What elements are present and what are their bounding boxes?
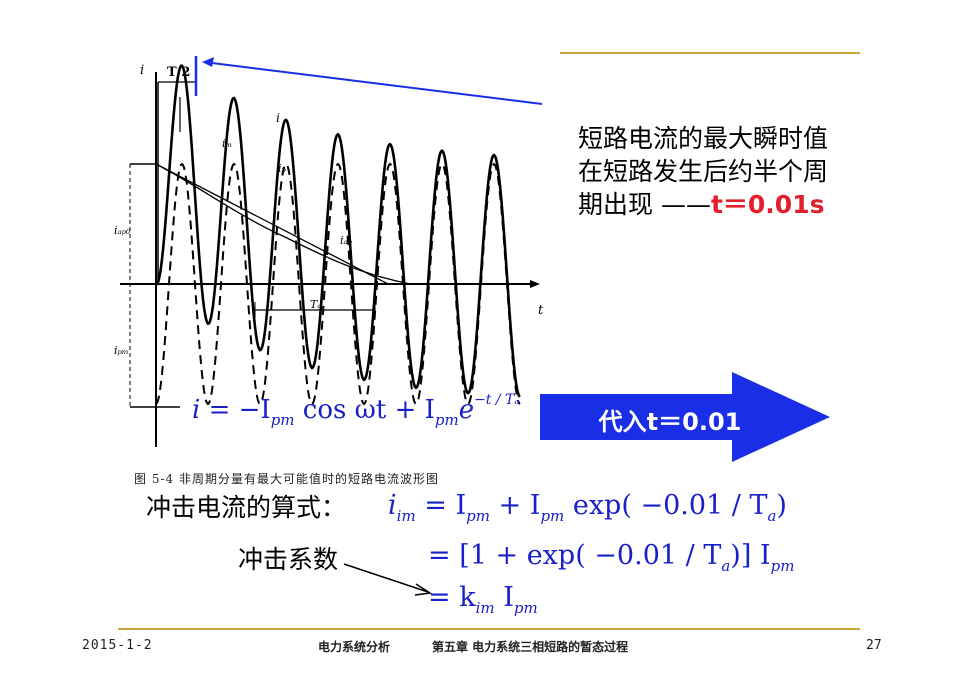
f3-s1: im — [475, 599, 495, 617]
impact-current-label: 冲击电流的算式： — [146, 493, 347, 522]
f1-s3: a — [767, 507, 777, 525]
pointer-line — [203, 61, 543, 105]
f2-s2: pm — [770, 557, 795, 575]
top-divider — [560, 52, 860, 54]
f1-t3: exp( −0.01 / T — [564, 490, 768, 521]
im-label: iₘ — [222, 137, 232, 150]
f1-s1: pm — [466, 507, 490, 525]
coefficient-formula: = [1 + exp( −0.01 / Ta)] Ipm — [428, 540, 794, 575]
description-line-1: 短路电流的最大瞬时值 — [578, 124, 829, 153]
y-axis-label: i — [140, 63, 144, 78]
impact-current-formula: iim = Ipm + Ipm exp( −0.01 / Ta) — [388, 490, 787, 525]
expr-exponent: −t / Tₐ — [474, 392, 520, 408]
f3-t2: I — [494, 582, 514, 613]
time-highlight: t＝0.01s — [710, 190, 825, 219]
impact-coefficient-label: 冲击系数 — [238, 545, 339, 574]
description-line-3-prefix: 期出现 —— — [578, 190, 711, 219]
ta-label: Tₐ — [310, 298, 321, 311]
ipm-label: iₚₘ — [114, 344, 129, 357]
f1-lhs-sub: im — [396, 507, 416, 525]
short-circuit-waveform-figure: i T/2 i iₘ iₚ iₐₚ Tₐ t iₐₚ₀ iₚₘ — [114, 56, 544, 447]
f1-lhs: i — [388, 490, 397, 521]
half-period-label: T/2 — [167, 65, 190, 80]
f2-s1: a — [721, 557, 731, 575]
footer-page-number: 27 — [866, 638, 882, 653]
f3-s2: pm — [513, 599, 538, 617]
footer-chapter: 第五章 电力系统三相短路的暂态过程 — [432, 640, 629, 654]
description-line-2: 在短路发生后约半个周 — [578, 157, 829, 186]
footer-course: 电力系统分析 — [318, 640, 391, 654]
current-expression: i = −Ipm cos ωt + Ipme−t / Tₐ — [192, 392, 520, 429]
description-text: 短路电流的最大瞬时值 在短路发生后约半个周 期出现 ——t＝0.01s — [578, 122, 828, 221]
f1-t4: ) — [776, 490, 787, 521]
iap-label: iₐₚ — [340, 234, 353, 247]
total-current-curve — [155, 64, 521, 398]
x-axis-arrow — [530, 280, 540, 288]
substitute-arrow-label: 代入t＝0.01 — [598, 408, 742, 436]
figure-caption: 图 5-4 非周期分量有最大可能值时的短路电流波形图 — [134, 472, 439, 486]
description-line-3: 期出现 ——t＝0.01s — [578, 188, 828, 221]
bottom-divider — [118, 628, 860, 630]
i-curve-label: i — [276, 111, 280, 125]
f1-s2: pm — [540, 507, 565, 525]
substitute-arrow — [540, 372, 830, 462]
expr-cos: cos ωt + I — [294, 395, 435, 425]
f2-t1: = [1 + exp( −0.01 / T — [428, 540, 722, 571]
f3-t1: = k — [428, 582, 476, 613]
expr-body: = −I — [200, 395, 271, 425]
expr-sub1: pm — [270, 411, 295, 429]
kim-formula: = kim Ipm — [428, 582, 538, 617]
current-symbol: i — [192, 395, 201, 425]
footer-date: 2015-1-2 — [82, 638, 153, 653]
ip-label: iₚ — [278, 162, 287, 175]
f2-t2: )] I — [730, 540, 771, 571]
expr-e: e — [458, 395, 475, 425]
f1-t1: = I — [415, 490, 467, 521]
pointer-arrowhead — [202, 57, 214, 67]
x-axis-label: t — [538, 303, 544, 318]
f1-t2: + I — [489, 490, 541, 521]
periodic-component-curve — [155, 162, 521, 406]
iapo-label: iₐₚ₀ — [114, 224, 131, 237]
expr-sub2: pm — [434, 411, 459, 429]
coefficient-pointer-arrow — [343, 563, 433, 596]
